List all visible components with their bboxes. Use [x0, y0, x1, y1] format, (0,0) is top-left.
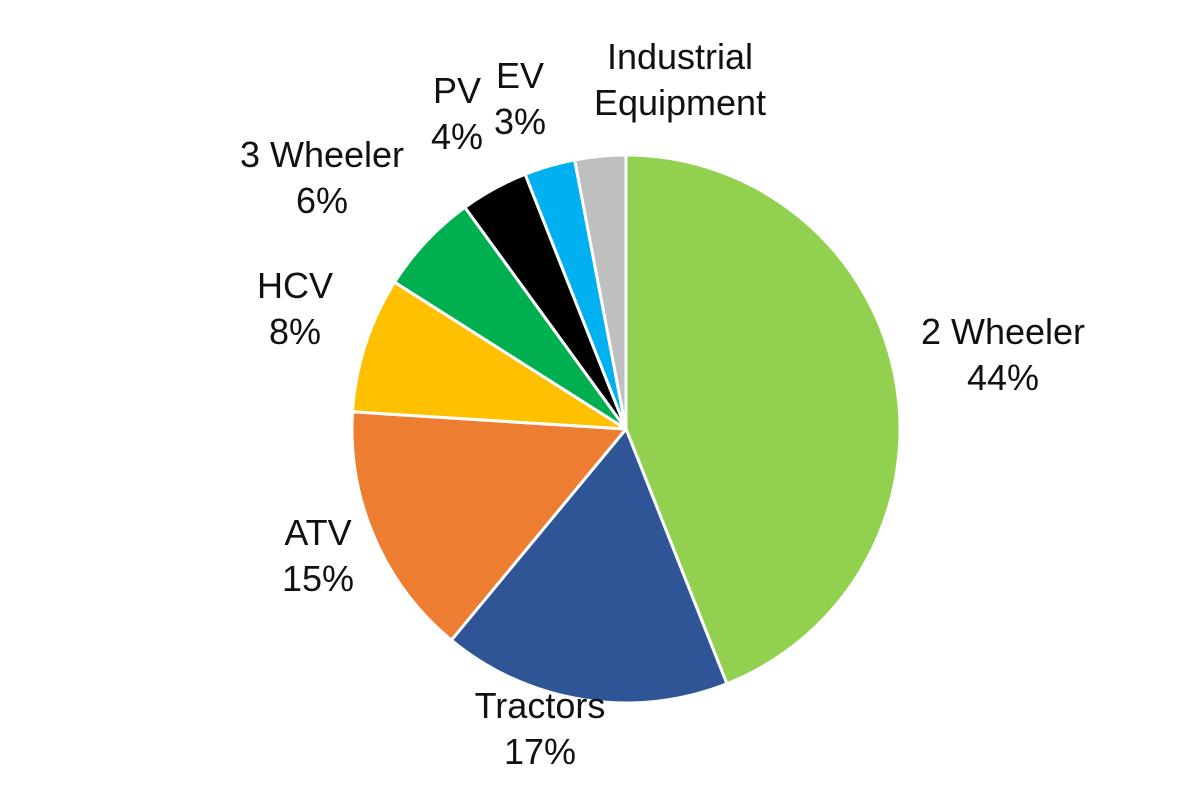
pie-label-value: 8%	[269, 311, 321, 352]
pie-label-value: 3%	[494, 101, 546, 142]
pie-label-value: Equipment	[594, 82, 766, 123]
pie-label-name: 2 Wheeler	[921, 311, 1085, 352]
pie-label-atv: ATV 15%	[282, 512, 354, 599]
pie-label-industrial-equipment: Industrial Equipment	[594, 36, 766, 123]
pie-label-3-wheeler: 3 Wheeler 6%	[240, 134, 404, 221]
pie-slice-atv	[350, 410, 628, 642]
pie-slices	[350, 153, 902, 705]
pie-label-name: PV	[433, 70, 481, 111]
pie-label-value: 17%	[504, 731, 576, 772]
pie-slice-industrial-equipment	[573, 153, 628, 431]
pie-slice-hcv	[351, 280, 628, 431]
pie-label-name: 3 Wheeler	[240, 134, 404, 175]
pie-label-name: Tractors	[475, 685, 606, 726]
pie-label-name: EV	[496, 55, 544, 96]
pie-label-ev: EV 3%	[494, 55, 546, 142]
pie-label-tractors: Tractors 17%	[475, 685, 606, 772]
pie-label-value: 44%	[967, 357, 1039, 398]
pie-label-name: HCV	[257, 265, 333, 306]
pie-labels: 2 Wheeler 44% Tractors 17% ATV 15% HCV 8% 3 Whee…	[240, 36, 1085, 772]
pie-label-hcv: HCV 8%	[257, 265, 333, 352]
pie-label-value: 15%	[282, 558, 354, 599]
pie-slice-2-wheeler	[624, 153, 902, 686]
pie-label-name: ATV	[284, 512, 351, 553]
pie-label-value: 4%	[431, 116, 483, 157]
pie-label-value: 6%	[296, 180, 348, 221]
pie-label-pv: PV 4%	[431, 70, 483, 157]
pie-slice-tractors	[449, 427, 729, 705]
pie-label-2-wheeler: 2 Wheeler 44%	[921, 311, 1085, 398]
pie-label-name: Industrial	[607, 36, 753, 77]
